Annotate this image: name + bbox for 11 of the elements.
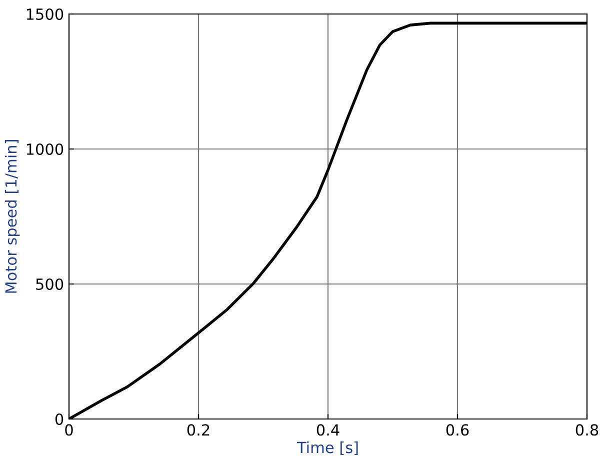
- x-tick-label: 0.8: [576, 424, 598, 436]
- x-tick-label: 0.2: [187, 424, 210, 436]
- x-tick-label: 0.6: [446, 424, 469, 436]
- y-tick-label: 1500: [26, 8, 64, 20]
- y-axis-title: Motor speed [1/min]: [4, 140, 20, 293]
- x-tick-label: 0: [65, 424, 73, 436]
- y-tick-label: 500: [36, 278, 64, 290]
- y-tick-label: 0: [55, 413, 64, 426]
- x-axis-title: Time [s]: [296, 441, 358, 456]
- x-tick-label: 0.4: [316, 424, 340, 436]
- y-tick-label: 1000: [26, 143, 64, 156]
